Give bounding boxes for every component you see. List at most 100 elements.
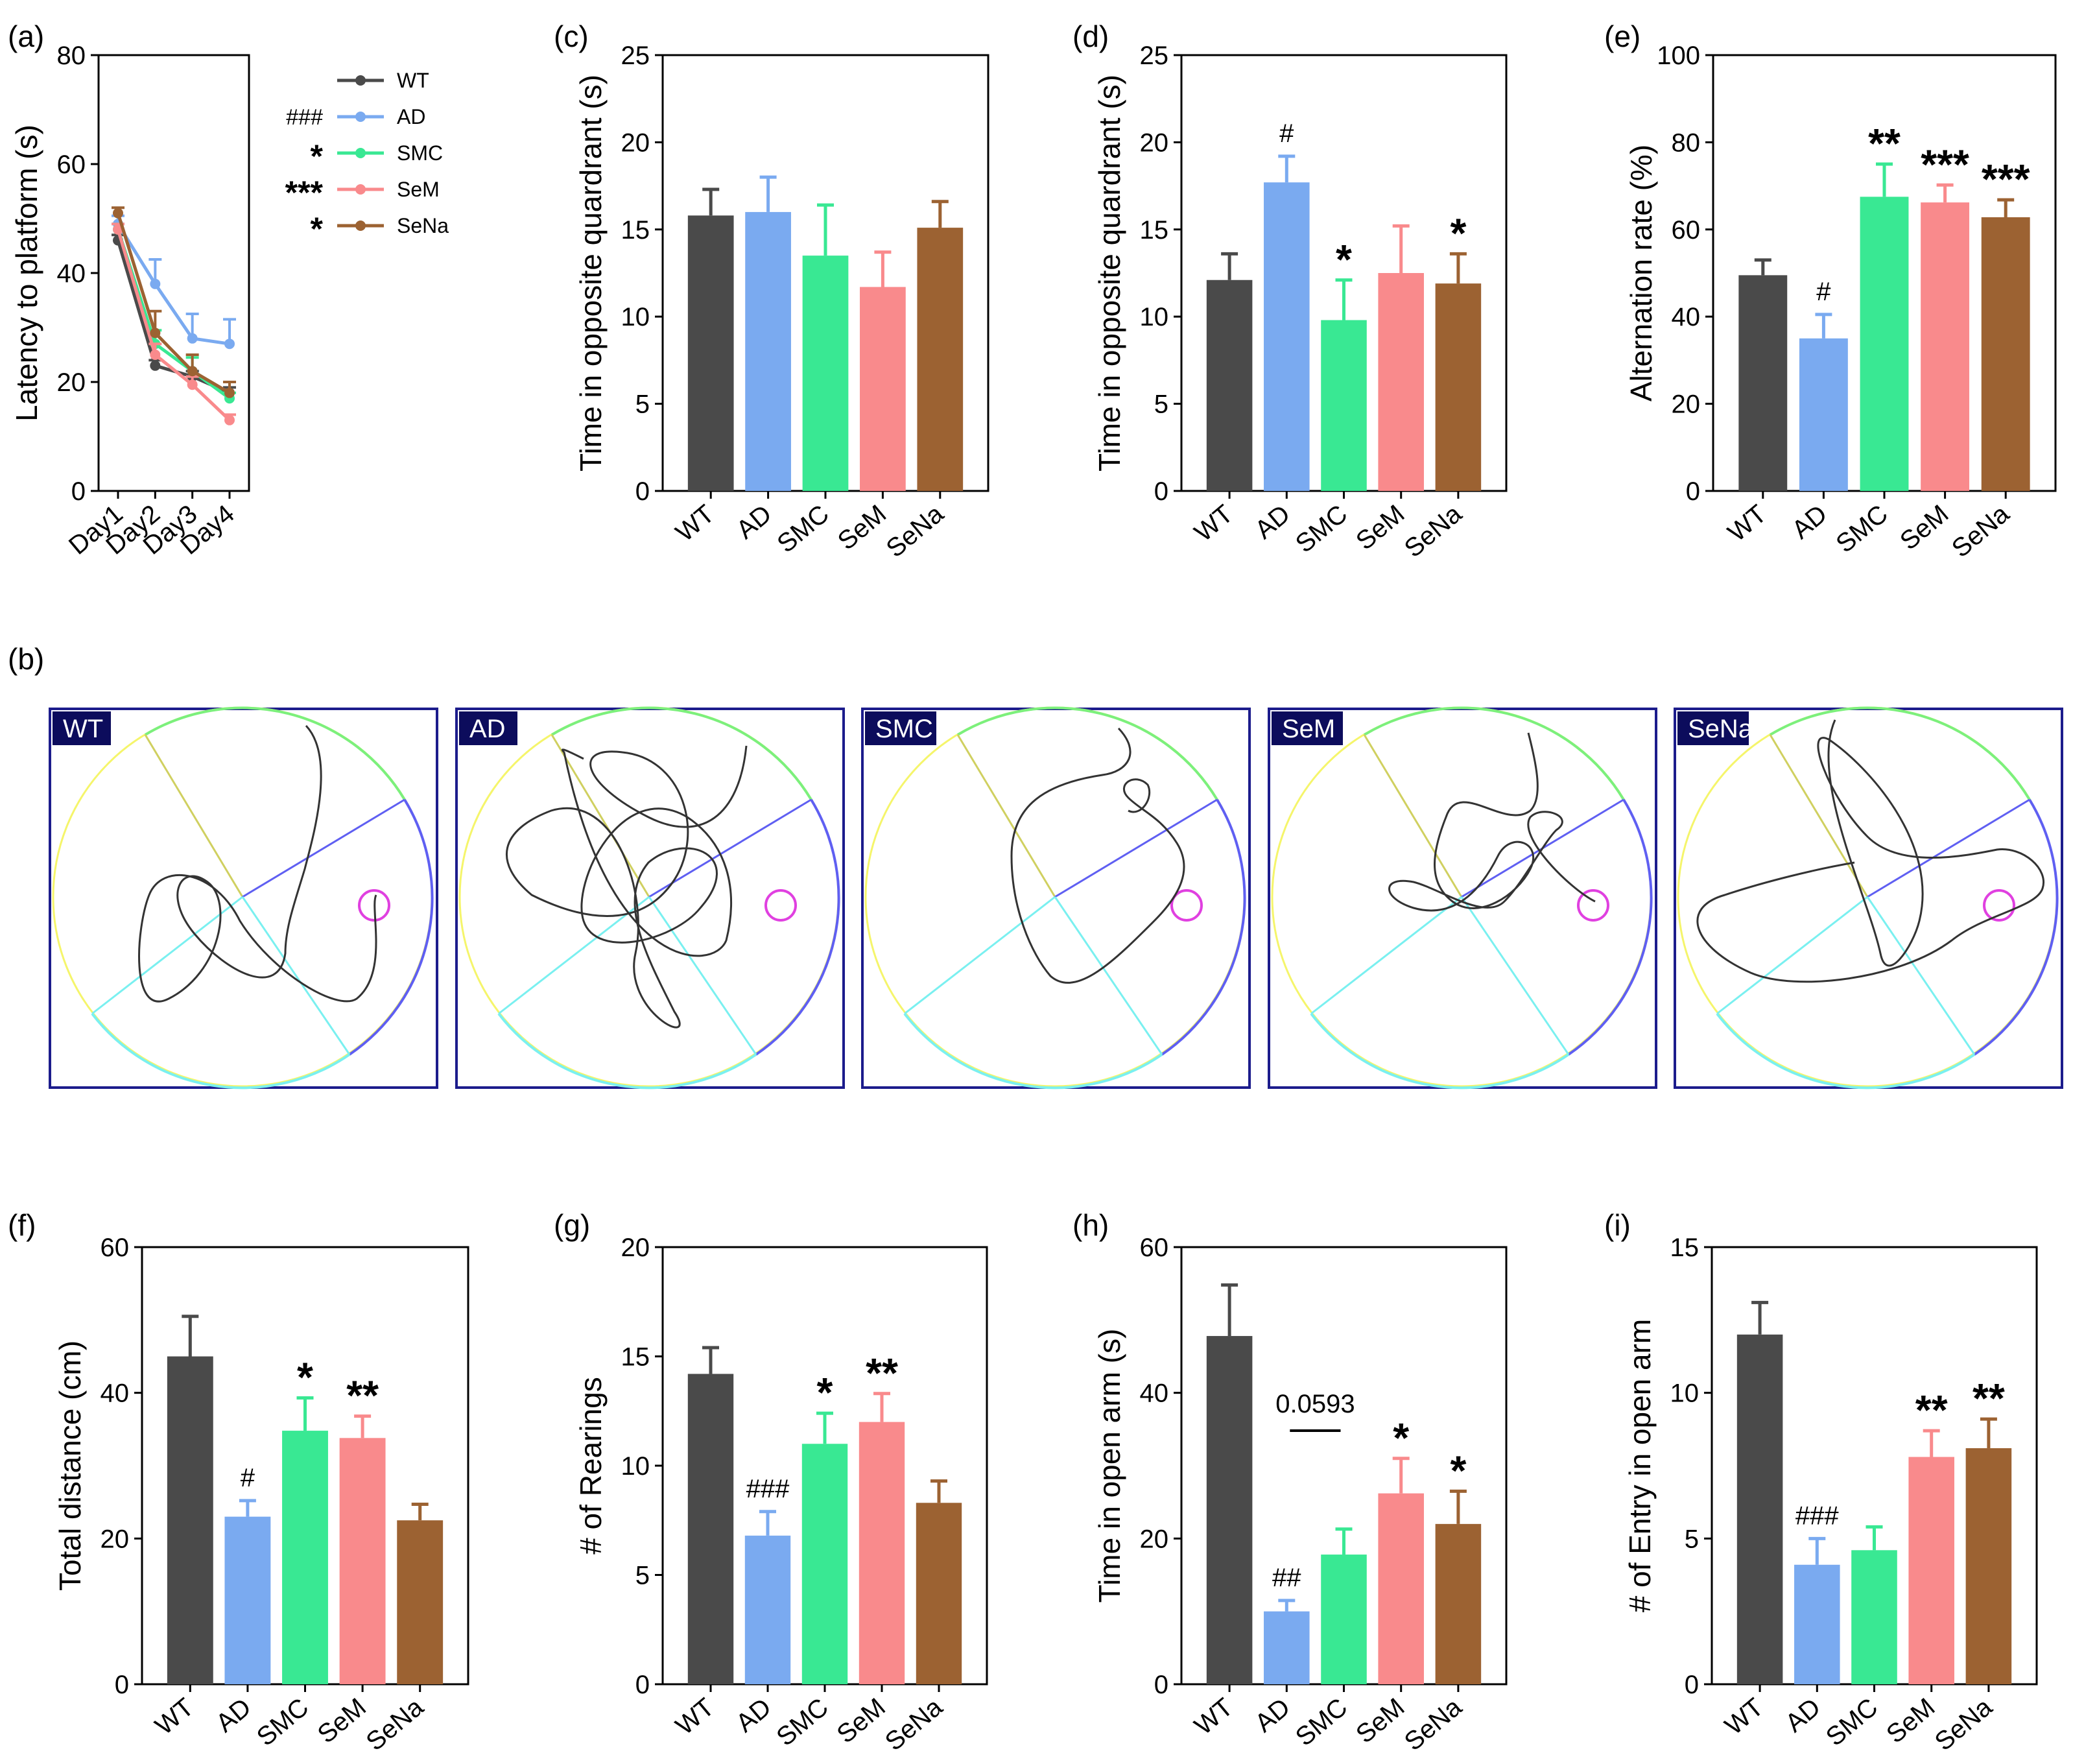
track-map-SeM: SeM (1268, 706, 1657, 1090)
x-tick-label: SeM (833, 499, 892, 556)
track-map-SeNa: SeNa (1674, 706, 2063, 1090)
bar-SMC (801, 1444, 848, 1684)
y-tick-label: 25 (1140, 42, 1169, 70)
data-point (113, 208, 123, 219)
significance-mark: * (817, 1369, 833, 1416)
swim-path (138, 724, 377, 1003)
track-label-box (53, 711, 111, 745)
y-axis-label: Total distance (cm) (53, 1341, 87, 1591)
legend-significance: ### (286, 105, 323, 130)
y-tick-label: 80 (57, 42, 86, 70)
bar-SMC (1321, 1555, 1367, 1684)
y-tick-label: 20 (621, 128, 650, 157)
plot-frame (97, 54, 250, 492)
legend-label-SeNa: SeNa (397, 214, 449, 237)
y-tick-label: 0 (1686, 477, 1700, 506)
x-tick-label: SeM (1895, 499, 1954, 556)
track-label: AD (469, 715, 506, 743)
series-WT (112, 233, 236, 398)
data-point (187, 366, 198, 377)
panel-label: (h) (1072, 1208, 1109, 1242)
legend-label-AD: AD (397, 105, 425, 128)
panel-label: (f) (8, 1208, 36, 1242)
swim-path (1696, 719, 2044, 983)
x-tick-label: WT (670, 499, 720, 547)
bar-SeM (1921, 202, 1970, 491)
legend-label-SeM: SeM (397, 178, 440, 201)
bar-AD (1799, 338, 1848, 491)
y-tick-label: 0 (635, 477, 650, 506)
significance-mark: # (241, 1464, 255, 1492)
quadrant-line (904, 896, 1056, 1015)
x-tick-label: SeM (831, 1693, 890, 1749)
legend-significance: *** (285, 174, 324, 211)
panel-label: (e) (1604, 19, 1641, 53)
bar-SeM (859, 1422, 905, 1684)
quadrant-arc-south (1310, 1012, 1570, 1090)
quadrant-arc-north (1769, 706, 2031, 801)
data-point (150, 278, 161, 289)
significance-mark: * (1450, 1447, 1466, 1494)
legend-marker-SeM (355, 184, 366, 195)
quadrant-line (144, 734, 244, 898)
bar-WT (1206, 1336, 1253, 1684)
track-label: SeM (1282, 715, 1335, 743)
x-tick-label: AD (731, 1693, 777, 1737)
x-tick-label: AD (1250, 1693, 1296, 1737)
significance-mark: ** (1868, 120, 1901, 167)
x-tick-label: SeNa (1399, 1693, 1468, 1757)
panel-label: (c) (554, 19, 589, 53)
data-point (150, 360, 161, 371)
y-tick-label: 60 (1140, 1234, 1169, 1262)
data-point (150, 350, 161, 360)
quadrant-arc-north (551, 706, 812, 801)
bar-WT (687, 1374, 734, 1684)
bar-SMC (282, 1431, 328, 1684)
quadrant-line (242, 798, 405, 898)
x-tick-label: AD (1786, 499, 1832, 544)
y-tick-label: 40 (1140, 1379, 1169, 1408)
y-tick-label: 20 (101, 1525, 130, 1553)
y-tick-label: 10 (1140, 303, 1169, 331)
y-tick-label: 5 (635, 390, 650, 419)
chart-panel-d: (d) 0 5 10 15 20 25 Time in opposite quardrant … (1072, 19, 1508, 563)
x-tick-label: SMC (1821, 1693, 1883, 1752)
p-value-annotation: 0.0593 (1275, 1390, 1355, 1418)
x-tick-label: SMC (772, 499, 834, 558)
bar-SeNa (1435, 1523, 1482, 1684)
x-tick-label: WT (1189, 1693, 1238, 1741)
x-tick-label: SeM (1351, 1693, 1410, 1749)
significance-mark: * (1393, 1414, 1409, 1461)
series-SeNa (112, 206, 236, 398)
quadrant-line (1054, 798, 1218, 898)
bar-SMC (1321, 320, 1367, 491)
x-tick-label: WT (150, 1693, 199, 1741)
bar-AD (744, 1535, 791, 1684)
bar-WT (1736, 1334, 1783, 1684)
y-tick-label: 0 (635, 1671, 650, 1699)
bar-AD (224, 1516, 271, 1684)
bar-SeNa (1965, 1448, 2012, 1684)
quadrant-line (956, 734, 1056, 898)
panel-label: (g) (554, 1208, 590, 1242)
bar-SeM (339, 1438, 386, 1684)
track-map-AD: AD (455, 706, 845, 1090)
data-point (187, 379, 198, 390)
chart-panel-f: (f) 0 20 40 60 Total distance (cm) WT AD # SMC * Se… (8, 1208, 469, 1756)
quadrant-line (1769, 734, 1869, 898)
bar-SMC (1851, 1550, 1897, 1684)
data-point (150, 328, 161, 339)
swim-path (506, 745, 748, 1029)
data-point (224, 387, 235, 398)
panel-label: (i) (1604, 1208, 1631, 1242)
y-tick-label: 0 (1685, 1671, 1699, 1699)
x-tick-label: WT (1189, 499, 1238, 547)
bar-AD (1264, 1611, 1310, 1684)
bar-WT (167, 1356, 213, 1684)
y-axis-label: # of Entry in open arm (1623, 1319, 1657, 1613)
bar-AD (745, 211, 791, 491)
y-tick-label: 0 (1154, 477, 1168, 506)
significance-mark: ** (1915, 1387, 1948, 1433)
